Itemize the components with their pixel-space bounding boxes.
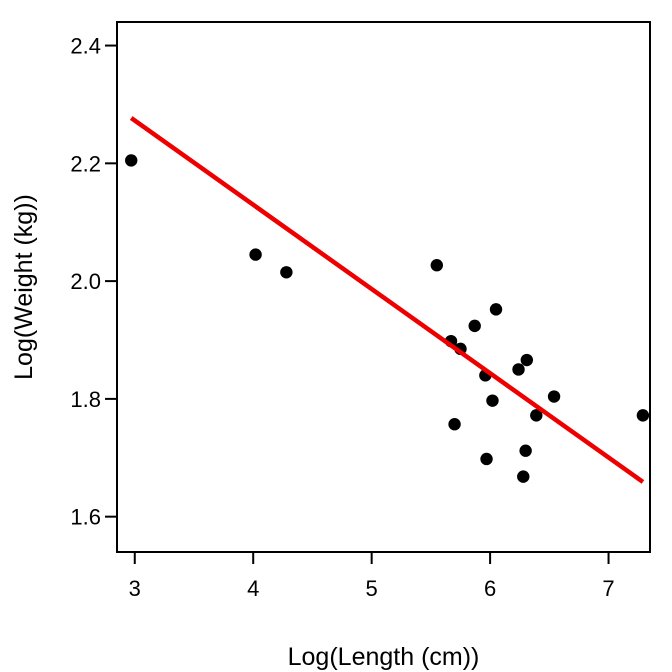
x-axis: 3 4 5 6 7	[129, 552, 615, 601]
data-point	[486, 394, 499, 407]
x-tick-label: 6	[484, 576, 496, 601]
data-point	[636, 409, 650, 422]
data-point	[530, 409, 543, 422]
data-point	[520, 353, 534, 367]
y-tick-label: 1.8	[70, 387, 101, 412]
data-point	[547, 390, 561, 403]
x-tick-label: 3	[129, 576, 141, 601]
data-point	[512, 363, 525, 376]
y-tick-label: 2.2	[70, 151, 101, 176]
x-tick-label: 7	[602, 576, 614, 601]
data-point	[468, 319, 481, 333]
x-axis-title: Log(Length (cm))	[288, 643, 480, 671]
data-point	[517, 470, 530, 483]
y-tick-label: 2.0	[70, 269, 101, 294]
data-point	[430, 259, 443, 272]
data-point	[280, 266, 293, 279]
y-axis: 1.6 1.8 2.0 2.2 2.4	[70, 34, 117, 530]
regression-line	[129, 116, 645, 484]
plot-frame	[116, 21, 651, 553]
data-point	[489, 303, 503, 316]
data-point	[480, 452, 493, 466]
data-point	[448, 418, 461, 431]
y-axis-title: Log(Weight (kg))	[10, 194, 38, 380]
x-tick-label: 5	[366, 576, 378, 601]
data-point	[519, 444, 532, 457]
y-tick-label: 1.6	[70, 505, 101, 530]
x-tick-label: 4	[247, 576, 259, 601]
data-marks	[125, 116, 650, 484]
data-point	[125, 154, 138, 167]
y-tick-label: 2.4	[70, 34, 101, 59]
data-point	[249, 248, 262, 261]
